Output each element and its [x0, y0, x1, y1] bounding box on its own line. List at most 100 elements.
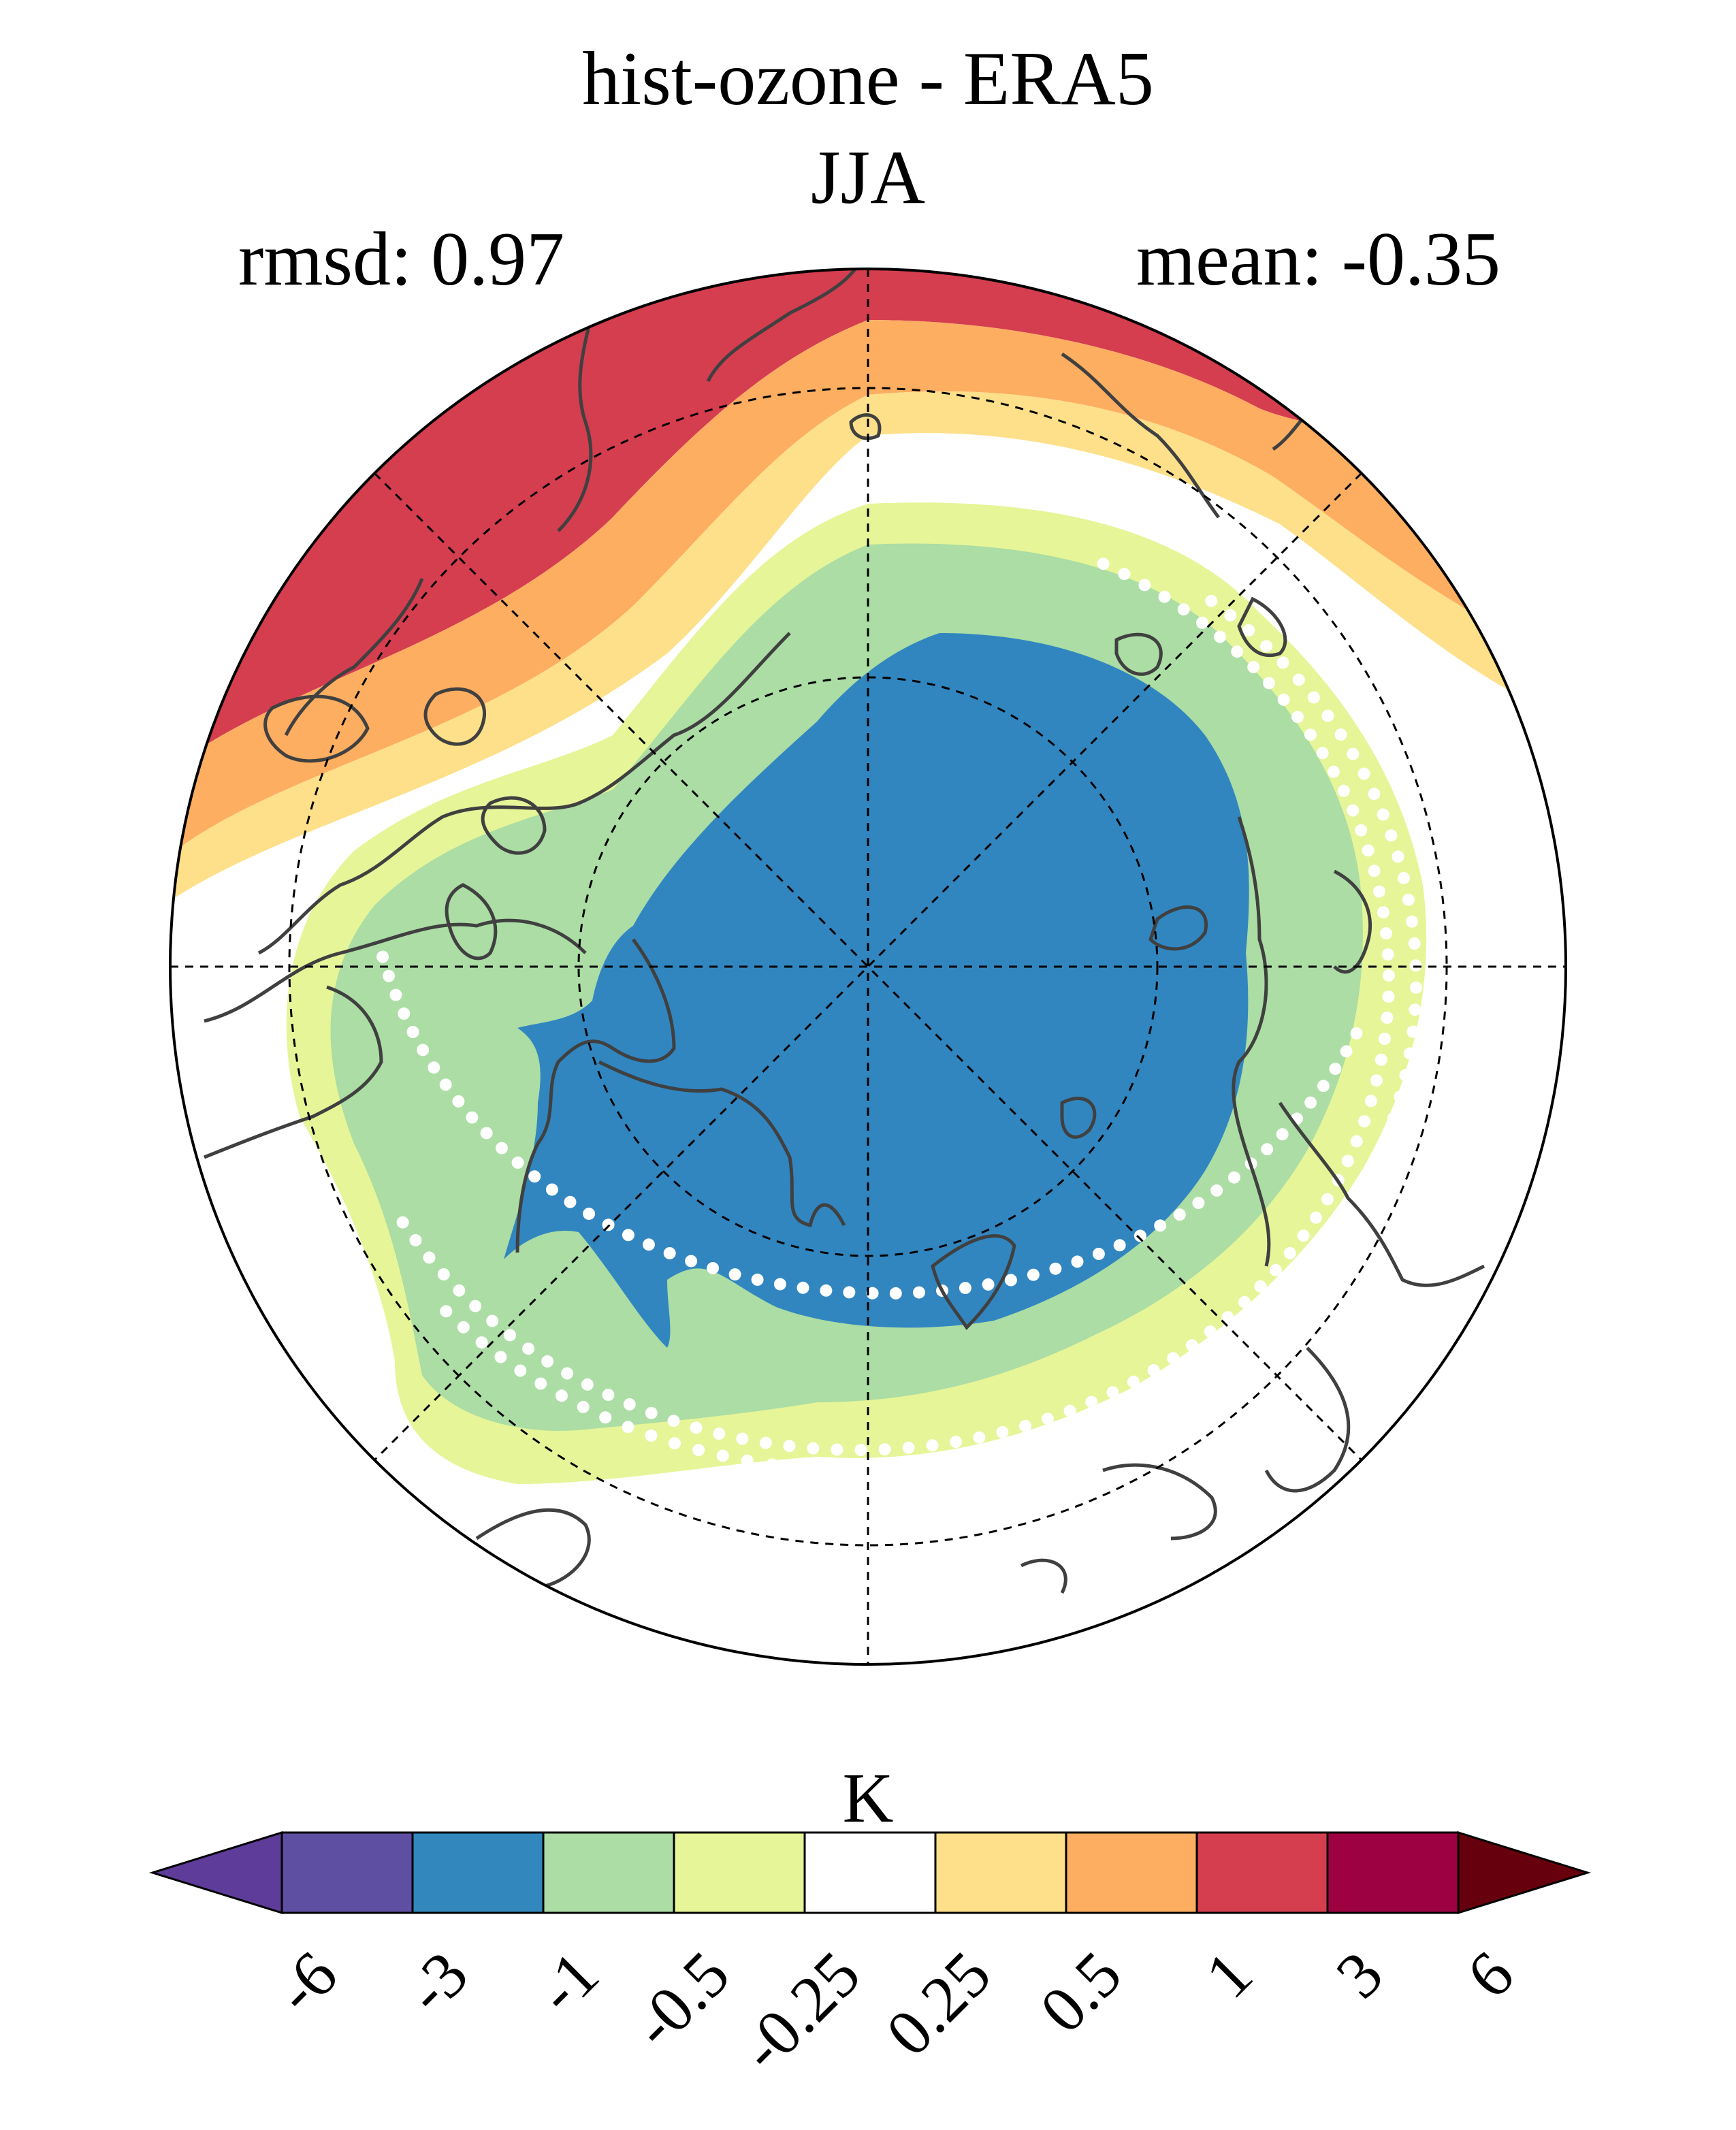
stipple-dot	[1327, 765, 1340, 778]
stipple-dot	[1242, 624, 1255, 636]
stipple-dot	[1210, 1184, 1223, 1197]
stipple-dot	[1364, 1095, 1377, 1108]
stipple-dot	[1019, 1419, 1031, 1432]
stipple-dot	[965, 1453, 978, 1466]
region-central-arctic	[504, 633, 1249, 1348]
stipple-dot	[1370, 1074, 1383, 1087]
stipple-dot	[1347, 804, 1360, 817]
stipple-dot	[1362, 844, 1375, 857]
stipple-dot	[622, 1229, 634, 1242]
stipple-dot	[440, 1305, 453, 1318]
stipple-dot	[1312, 1250, 1325, 1263]
stipple-dot	[1347, 747, 1360, 760]
stipple-dot	[1378, 1033, 1391, 1045]
stipple-dot	[1341, 1155, 1354, 1167]
colorbar-cell	[280, 1831, 414, 1914]
stipple-dot	[1377, 808, 1389, 821]
stipple-dot	[843, 1286, 856, 1299]
stipple-dot	[1195, 616, 1208, 629]
stipple-dot	[1381, 948, 1394, 961]
stipple-dot	[453, 1284, 466, 1297]
stipple-dot	[996, 1425, 1009, 1438]
stipple-dot	[1382, 990, 1395, 1003]
stipple-dot	[1014, 1442, 1027, 1455]
stipple-dot	[831, 1443, 843, 1456]
stipple-dot	[1371, 1153, 1383, 1166]
stipple-dot	[982, 1278, 995, 1291]
stipple-dot	[1084, 1419, 1097, 1432]
stipple-dot	[439, 1078, 452, 1091]
stipple-dot	[1107, 1410, 1120, 1422]
stipple-dot	[417, 1044, 430, 1056]
stipple-dot	[1277, 693, 1290, 706]
stipple-dot	[556, 1389, 568, 1402]
stipple-dot	[1042, 1413, 1054, 1425]
stipple-dot	[1061, 1428, 1074, 1441]
stipple-dot	[1304, 1096, 1317, 1109]
stipple-dot	[1254, 1280, 1267, 1293]
stipple-dot	[1230, 1334, 1243, 1346]
stipple-dot	[1368, 788, 1381, 801]
stipple-dot	[713, 1427, 726, 1440]
stipple-dot	[1310, 1211, 1322, 1224]
stipple-dot	[950, 1436, 963, 1449]
stipple-dot	[1355, 824, 1368, 837]
stipple-dot	[941, 1457, 954, 1470]
stipple-dot	[669, 1437, 681, 1450]
region-warm-band-3	[170, 269, 1566, 769]
stipple-dot	[1316, 747, 1329, 760]
stipple-dot	[623, 1398, 636, 1410]
stipple-dot	[891, 1463, 903, 1476]
colorbar-cell	[411, 1831, 545, 1914]
stipple-dot	[1038, 1436, 1051, 1449]
stipple-dot	[1247, 660, 1260, 673]
stipple-dot	[1205, 594, 1218, 607]
stipple-dot	[1129, 1399, 1142, 1412]
stipple-dot	[528, 1170, 541, 1183]
stipple-dot	[736, 1432, 749, 1445]
stipple-dot	[1227, 1171, 1240, 1184]
stipple-dot	[1085, 1395, 1098, 1408]
stipple-dot	[1276, 656, 1289, 669]
stipple-dot	[1350, 1027, 1363, 1039]
stipple-dot	[926, 1439, 939, 1452]
stipple-dot	[1147, 1364, 1160, 1376]
stipple-dot	[1049, 1262, 1062, 1275]
stipple-dot	[1340, 1045, 1353, 1058]
stipple-dot	[913, 1286, 925, 1299]
stipple-dot	[1297, 1229, 1310, 1242]
stipple-dot	[577, 1400, 590, 1413]
stipple-dot	[469, 1300, 482, 1312]
stipple-dot	[902, 1441, 915, 1454]
stipple-dot	[1266, 1302, 1279, 1315]
stipple-dot	[1337, 784, 1350, 797]
stipple-dot	[1118, 568, 1131, 581]
stipple-dot	[376, 950, 389, 963]
stipple-dot	[854, 1444, 867, 1456]
stipple-dot	[511, 1156, 524, 1169]
season-label: JJA	[810, 135, 926, 220]
stipple-dot	[1192, 1362, 1204, 1375]
stipple-dot	[1321, 709, 1334, 722]
stipple-dot	[1373, 885, 1385, 898]
stipple-dot	[841, 1464, 854, 1477]
stipple-dot	[797, 1281, 809, 1294]
coastlines	[176, 269, 1485, 1594]
stipple-dot	[1173, 1208, 1186, 1221]
stipple-dot	[452, 1095, 465, 1108]
map-border	[169, 268, 1567, 1666]
stipple-dot	[480, 1127, 493, 1140]
stipple-dot	[1097, 558, 1110, 570]
stipple-dot	[423, 1251, 436, 1264]
stipple-dot	[1106, 1386, 1119, 1399]
stipple-dot	[1403, 1047, 1416, 1060]
colorbar-cell	[1326, 1831, 1460, 1914]
stipple-dot	[820, 1284, 833, 1297]
stipple-dot	[599, 1411, 612, 1424]
stipple-dot	[428, 1061, 440, 1074]
stipple-dot	[1399, 1069, 1412, 1082]
stipple-dot	[1172, 1375, 1185, 1388]
stipple-dot	[1291, 711, 1304, 724]
stipple-dot	[1321, 1193, 1334, 1206]
stipple-dot	[1231, 645, 1244, 658]
